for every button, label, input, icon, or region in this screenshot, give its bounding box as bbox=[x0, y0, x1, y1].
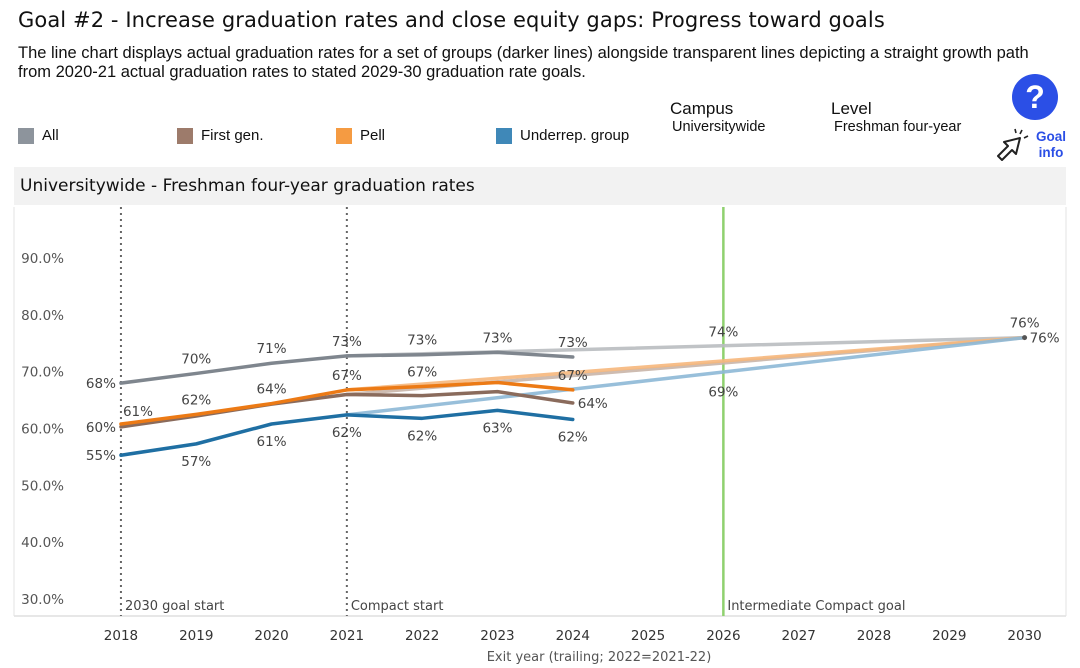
data-label: 73% bbox=[407, 333, 437, 349]
data-label: 68% bbox=[86, 376, 116, 392]
x-axis-title: Exit year (trailing; 2022=2021-22) bbox=[487, 650, 712, 665]
goal-info-line2: info bbox=[1038, 145, 1064, 160]
goal-end-marker bbox=[1022, 335, 1028, 341]
legend-label-underrep: Underrep. group bbox=[520, 127, 630, 144]
x-tick-label: 2019 bbox=[179, 628, 213, 644]
x-tick-label: 2027 bbox=[781, 628, 815, 644]
legend-swatch-pell bbox=[336, 127, 352, 144]
x-tick-label: 2023 bbox=[480, 628, 514, 644]
data-label: 55% bbox=[86, 448, 116, 464]
x-tick-label: 2030 bbox=[1007, 628, 1041, 644]
data-label: 62% bbox=[332, 425, 362, 441]
data-label: 76% bbox=[1010, 316, 1040, 332]
data-label: 57% bbox=[181, 454, 211, 470]
level-filter-label: Level bbox=[831, 99, 872, 118]
goal-info-link[interactable]: Goal info bbox=[1036, 129, 1066, 161]
y-tick-label: 60.0% bbox=[21, 422, 64, 438]
data-label: 62% bbox=[407, 428, 437, 444]
data-label: 67% bbox=[558, 368, 588, 384]
y-tick-label: 40.0% bbox=[21, 535, 64, 551]
x-tick-label: 2024 bbox=[556, 628, 590, 644]
data-label: 62% bbox=[181, 392, 211, 408]
y-tick-label: 30.0% bbox=[21, 592, 64, 608]
data-label: 69% bbox=[708, 385, 738, 401]
data-label: 67% bbox=[332, 368, 362, 384]
x-tick-label: 2018 bbox=[104, 628, 138, 644]
legend-item-first-gen[interactable]: First gen. bbox=[177, 127, 264, 144]
data-label: 73% bbox=[332, 334, 362, 350]
data-label: 61% bbox=[123, 404, 153, 420]
legend-label-all: All bbox=[42, 127, 59, 144]
reference-line-label: 2030 goal start bbox=[125, 599, 224, 614]
series-line bbox=[119, 380, 575, 426]
goal-info-line1: Goal bbox=[1036, 129, 1067, 144]
pointer-cursor-icon bbox=[997, 128, 1029, 161]
legend-swatch-underrep bbox=[496, 127, 512, 144]
data-label: 61% bbox=[257, 434, 287, 450]
legend-swatch-all bbox=[18, 127, 34, 144]
data-label: 60% bbox=[86, 420, 116, 436]
x-tick-label: 2028 bbox=[857, 628, 891, 644]
page-description: The line chart displays actual graduatio… bbox=[18, 44, 1029, 81]
data-label: 64% bbox=[578, 396, 608, 412]
data-label: 76% bbox=[1030, 331, 1060, 347]
y-tick-label: 70.0% bbox=[21, 365, 64, 381]
data-label: 62% bbox=[558, 429, 588, 445]
data-label: 73% bbox=[482, 330, 512, 346]
legend-label-pell: Pell bbox=[360, 127, 386, 144]
legend-label-first-gen: First gen. bbox=[201, 127, 264, 144]
goal-path-line bbox=[345, 335, 1027, 417]
chart-header: Universitywide - Freshman four-year grad… bbox=[14, 167, 1066, 205]
reference-line-label: Compact start bbox=[351, 599, 444, 614]
x-tick-label: 2022 bbox=[405, 628, 439, 644]
data-label: 70% bbox=[181, 351, 211, 367]
series-line bbox=[119, 350, 575, 385]
data-label: 74% bbox=[708, 325, 738, 341]
x-tick-label: 2026 bbox=[706, 628, 740, 644]
x-tick-label: 2025 bbox=[631, 628, 665, 644]
level-filter-select[interactable]: Freshman four-year bbox=[834, 119, 962, 135]
series-line bbox=[119, 408, 575, 457]
chart-title: Universitywide - Freshman four-year grad… bbox=[20, 176, 475, 196]
data-label: 73% bbox=[558, 335, 588, 351]
data-label: 64% bbox=[257, 382, 287, 398]
legend-item-pell[interactable]: Pell bbox=[336, 127, 385, 144]
legend-item-all[interactable]: All bbox=[18, 127, 59, 144]
page-title: Goal #2 - Increase graduation rates and … bbox=[18, 8, 885, 32]
campus-filter-label: Campus bbox=[670, 99, 734, 118]
y-tick-label: 90.0% bbox=[21, 251, 64, 267]
data-label: 63% bbox=[482, 420, 512, 436]
x-tick-label: 2021 bbox=[330, 628, 364, 644]
help-button[interactable]: ? bbox=[1012, 74, 1058, 120]
y-tick-label: 80.0% bbox=[21, 308, 64, 324]
campus-filter-select[interactable]: Universitywide bbox=[672, 119, 766, 135]
legend-swatch-first-gen bbox=[177, 127, 193, 144]
x-tick-label: 2029 bbox=[932, 628, 966, 644]
x-tick-label: 2020 bbox=[254, 628, 288, 644]
y-tick-label: 50.0% bbox=[21, 478, 64, 494]
goal-path-line bbox=[345, 335, 1027, 392]
legend-item-underrep[interactable]: Underrep. group bbox=[496, 127, 629, 144]
data-label: 71% bbox=[257, 341, 287, 357]
data-label: 67% bbox=[407, 365, 437, 381]
reference-line-label: Intermediate Compact goal bbox=[727, 599, 905, 614]
